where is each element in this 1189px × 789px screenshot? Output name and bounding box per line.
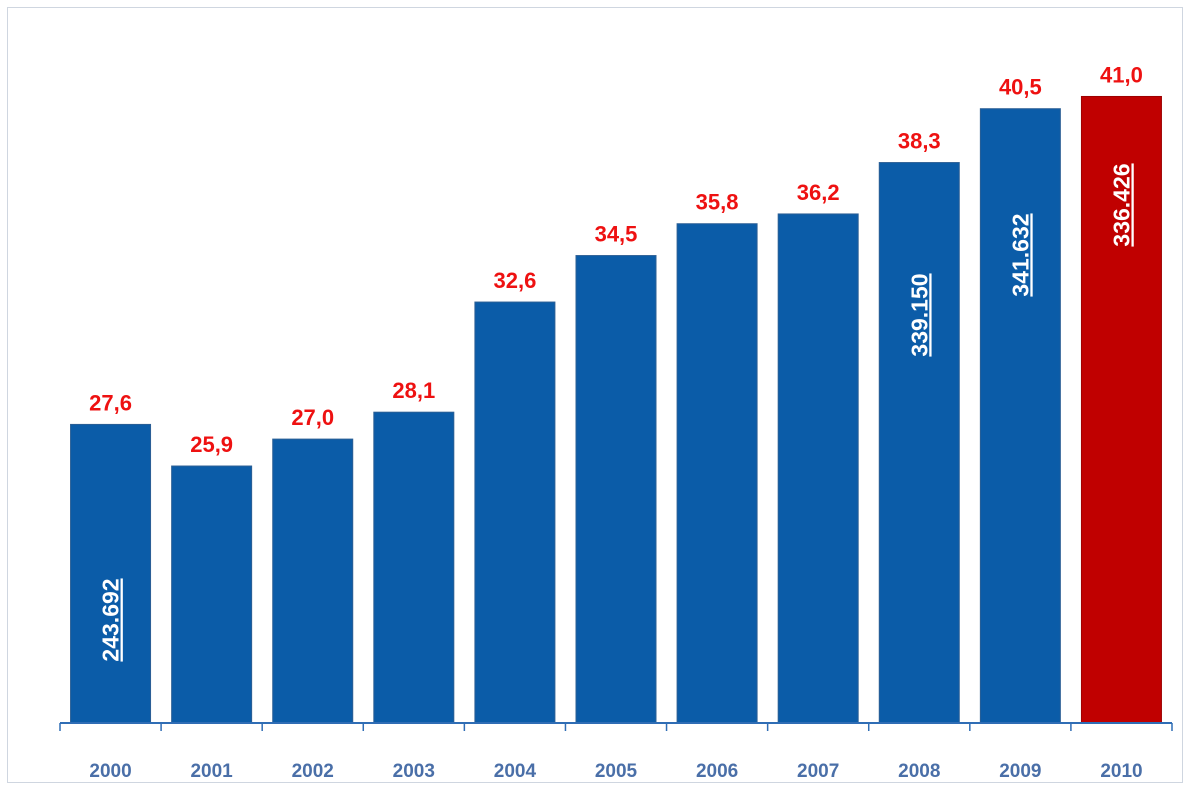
x-tick-label-2008: 2008	[898, 761, 940, 782]
x-tick-labels: 2000 2001 2002 2003 2004 2005 2006 2007 2008 2009…	[89, 761, 1142, 782]
bar-2006	[676, 223, 758, 724]
inner-label-2008: 339.150	[906, 273, 932, 356]
x-tick-label-2004: 2004	[494, 761, 537, 782]
x-tick-label-2003: 2003	[393, 761, 435, 782]
bar-2008	[878, 162, 960, 724]
value-label-2001: 25,9	[190, 432, 233, 457]
x-tick-label-2010: 2010	[1100, 761, 1142, 782]
bar-2003	[373, 411, 455, 724]
value-label-2000: 27,6	[89, 390, 132, 415]
bar-2004	[474, 301, 556, 724]
bar-2005	[575, 255, 657, 724]
bar-2000	[70, 423, 152, 724]
bar-2010	[1080, 95, 1162, 724]
value-label-2005: 34,5	[595, 222, 638, 247]
value-label-2010: 41,0	[1100, 62, 1143, 87]
inner-label-2009: 341.632	[1007, 213, 1033, 296]
value-labels-layer: 27,6 25,9 27,0 28,1 32,6 34,5 35,8 36,2 38,3 40,5…	[89, 62, 1143, 457]
x-tick-label-2006: 2006	[696, 761, 738, 782]
bar-2009	[979, 108, 1061, 724]
bar-2002	[272, 438, 354, 724]
bars-layer	[70, 95, 1162, 724]
inner-label-2000: 243.692	[98, 578, 124, 661]
inner-labels-layer: 243.692 339.150 341.632 336.426	[98, 163, 1135, 661]
value-label-2004: 32,6	[493, 268, 536, 293]
value-label-2007: 36,2	[797, 180, 840, 205]
value-label-2006: 35,8	[696, 190, 739, 215]
x-tick-label-2002: 2002	[292, 761, 334, 782]
bar-2001	[171, 465, 253, 724]
value-label-2008: 38,3	[898, 129, 941, 154]
value-label-2003: 28,1	[392, 378, 435, 403]
x-tick-label-2001: 2001	[190, 761, 233, 782]
value-label-2002: 27,0	[291, 405, 334, 430]
x-axis	[59, 722, 1173, 731]
chart-frame	[7, 7, 1183, 783]
x-tick-label-2009: 2009	[999, 761, 1041, 782]
x-tick-label-2005: 2005	[595, 761, 638, 782]
inner-label-2010: 336.426	[1108, 163, 1134, 246]
bar-2007	[777, 213, 859, 724]
x-tick-label-2000: 2000	[89, 761, 131, 782]
value-label-2009: 40,5	[999, 75, 1042, 100]
x-tick-label-2007: 2007	[797, 761, 839, 782]
